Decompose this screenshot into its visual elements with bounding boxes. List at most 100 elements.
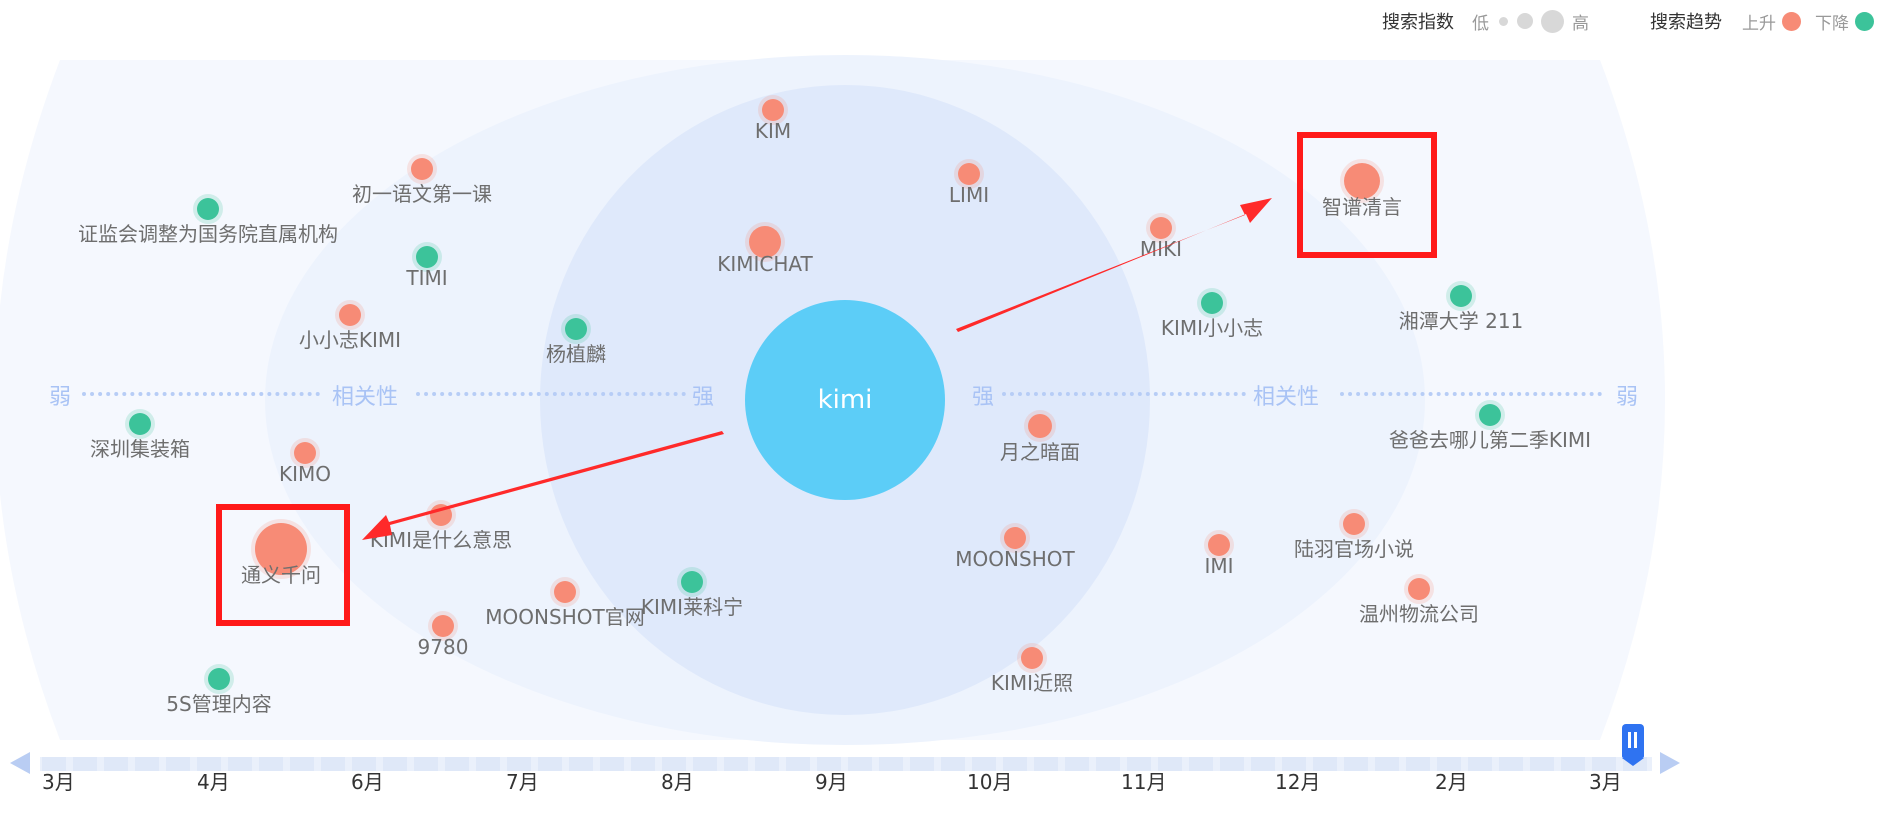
trend-dot xyxy=(129,413,151,435)
timeline-tick xyxy=(1313,757,1337,771)
keyword-label: 湘潭大学 211 xyxy=(1398,309,1524,333)
keyword-node[interactable]: KIMI小小志 xyxy=(1161,292,1263,340)
timeline-tick xyxy=(1375,757,1399,771)
keyword-node[interactable]: KIMI是什么意思 xyxy=(370,504,512,552)
keyword-node[interactable]: 初一语文第一课 xyxy=(352,158,492,206)
timeline-next-icon[interactable] xyxy=(1660,752,1680,774)
keyword-node[interactable]: 智谱清言 xyxy=(1322,163,1402,219)
timeline-month-label[interactable]: 12月 xyxy=(1275,770,1321,794)
timeline-tick xyxy=(786,757,810,771)
keyword-node[interactable]: MOONSHOT xyxy=(955,527,1075,571)
timeline-month-label[interactable]: 10月 xyxy=(967,770,1013,794)
axis-dots-right-1 xyxy=(1002,392,1246,396)
trend-dot xyxy=(197,198,219,220)
keyword-label: IMI xyxy=(1204,554,1234,578)
timeline-tick xyxy=(352,757,376,771)
legend-low-label: 低 xyxy=(1472,13,1489,34)
timeline-tick xyxy=(445,757,469,771)
timeline-track[interactable] xyxy=(40,757,1652,771)
keyword-label: 月之暗面 xyxy=(1000,440,1080,464)
keyword-label: 通义千问 xyxy=(241,563,321,587)
keyword-node[interactable]: 证监会调整为国务院直属机构 xyxy=(78,198,338,246)
timeline-tick xyxy=(476,757,500,771)
keyword-label: 9780 xyxy=(417,635,469,659)
axis-dots-left-2 xyxy=(416,392,686,396)
keyword-node[interactable]: KIMO xyxy=(279,442,331,486)
keyword-node[interactable]: 9780 xyxy=(418,615,468,659)
trend-dot xyxy=(1408,578,1430,600)
search-trend-legend: 搜索趋势 上升 下降 xyxy=(1650,6,1874,36)
keyword-label: KIMICHAT xyxy=(717,252,813,276)
keyword-node[interactable]: 小小志KIMI xyxy=(299,304,401,352)
trend-dot xyxy=(411,158,433,180)
keyword-label: KIMI莱科宁 xyxy=(640,595,744,619)
timeline-tick xyxy=(1251,757,1275,771)
trend-dot xyxy=(294,442,316,464)
timeline-tick xyxy=(1592,757,1616,771)
keyword-node[interactable]: TIMI xyxy=(406,246,448,290)
timeline-month-label[interactable]: 9月 xyxy=(815,770,848,794)
timeline-tick xyxy=(941,757,965,771)
timeline-tick xyxy=(848,757,872,771)
legend-high-label: 高 xyxy=(1572,13,1589,34)
timeline-month-label[interactable]: 6月 xyxy=(351,770,384,794)
trend-dot xyxy=(958,163,980,185)
keyword-node[interactable]: 杨植麟 xyxy=(546,318,606,366)
timeline-month-label[interactable]: 3月 xyxy=(42,770,75,794)
timeline-tick xyxy=(693,757,717,771)
keyword-node[interactable]: 陆羽官场小说 xyxy=(1294,513,1414,561)
keyword-label: 智谱清言 xyxy=(1322,195,1402,219)
keyword-node[interactable]: 5S管理内容 xyxy=(166,668,272,716)
timeline-month-label[interactable]: 2月 xyxy=(1435,770,1468,794)
timeline-month-label[interactable]: 3月 xyxy=(1589,770,1622,794)
keyword-node[interactable]: LIMI xyxy=(949,163,989,207)
highlight-box-zhipu xyxy=(1297,132,1437,258)
keyword-node[interactable]: MOONSHOT官网 xyxy=(485,581,645,629)
keyword-node[interactable]: IMI xyxy=(1204,534,1234,578)
trend-dot xyxy=(749,226,781,258)
timeline-handle[interactable] xyxy=(1622,724,1644,766)
keyword-node[interactable]: KIMICHAT xyxy=(717,226,813,276)
legend-up-label: 上升 xyxy=(1742,13,1776,34)
trend-dot xyxy=(1344,163,1380,199)
timeline-tick xyxy=(600,757,624,771)
timeline-prev-icon[interactable] xyxy=(10,752,30,774)
timeline-tick xyxy=(817,757,841,771)
trend-dot xyxy=(681,571,703,593)
timeline-month-label[interactable]: 11月 xyxy=(1121,770,1167,794)
keyword-node[interactable]: KIMI莱科宁 xyxy=(641,571,743,619)
legend-trend-title: 搜索趋势 xyxy=(1650,12,1722,33)
keyword-node[interactable]: 温州物流公司 xyxy=(1359,578,1479,626)
trend-dot xyxy=(1208,534,1230,556)
timeline-tick xyxy=(1189,757,1213,771)
legend-size-small-icon xyxy=(1499,16,1508,26)
timeline-month-label[interactable]: 8月 xyxy=(661,770,694,794)
timeline-tick xyxy=(1282,757,1306,771)
keyword-node[interactable]: 爸爸去哪儿第二季KIMI xyxy=(1389,404,1591,452)
keyword-node[interactable]: KIM xyxy=(755,99,791,143)
timeline-month-label[interactable]: 7月 xyxy=(506,770,539,794)
timeline-month-label[interactable]: 4月 xyxy=(197,770,230,794)
keyword-label: KIMI近照 xyxy=(990,671,1074,695)
axis-weak-right: 弱 xyxy=(1616,385,1639,410)
timeline-tick xyxy=(662,757,686,771)
pause-icon xyxy=(1628,732,1631,748)
timeline-tick xyxy=(414,757,438,771)
legend-index-title: 搜索指数 xyxy=(1382,12,1454,33)
center-keyword-bubble[interactable]: kimi xyxy=(745,300,945,500)
keyword-node[interactable]: 月之暗面 xyxy=(1000,414,1080,464)
keyword-node[interactable]: 通义千问 xyxy=(241,523,321,587)
axis-strong-left: 强 xyxy=(692,385,715,410)
timeline-tick xyxy=(1220,757,1244,771)
keyword-node[interactable]: 深圳集装箱 xyxy=(90,413,190,461)
keyword-node[interactable]: 湘潭大学 211 xyxy=(1399,285,1523,333)
keyword-label: 杨植麟 xyxy=(546,342,606,366)
trend-dot xyxy=(255,523,307,575)
keyword-node[interactable]: MIKI xyxy=(1140,217,1182,261)
timeline-tick xyxy=(290,757,314,771)
keyword-label: 温州物流公司 xyxy=(1359,602,1479,626)
trend-dot xyxy=(762,99,784,121)
keyword-node[interactable]: KIMI近照 xyxy=(991,647,1073,695)
center-keyword-label: kimi xyxy=(817,385,873,415)
keyword-label: KIMI是什么意思 xyxy=(369,528,513,552)
